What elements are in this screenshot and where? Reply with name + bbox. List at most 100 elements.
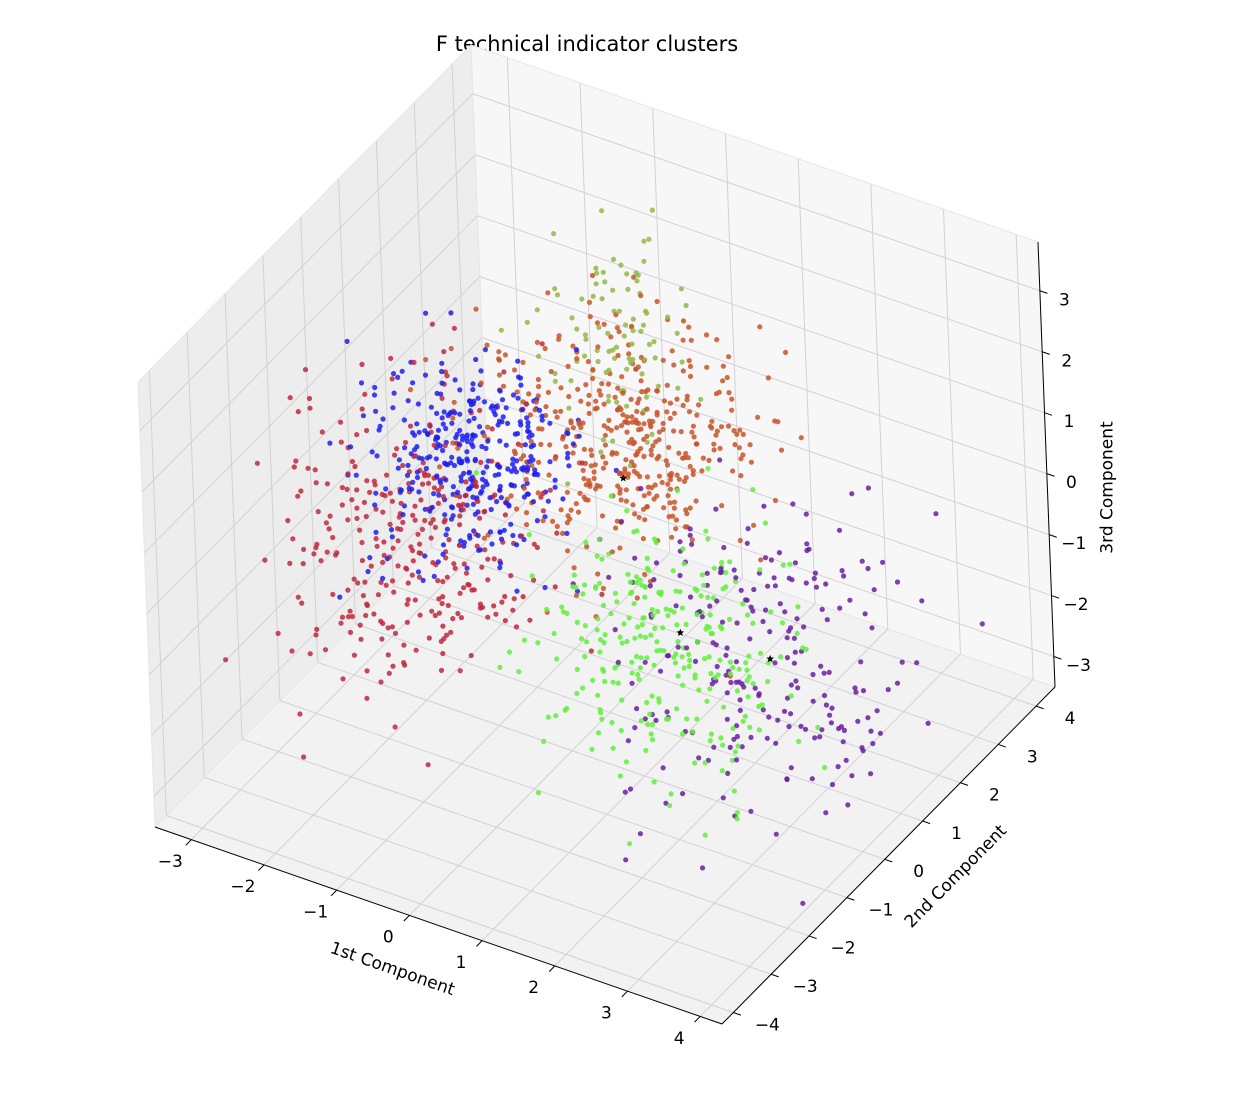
data-point-cluster-0 xyxy=(394,446,400,452)
data-point-cluster-1 xyxy=(374,453,380,459)
data-point-cluster-5 xyxy=(845,802,851,808)
data-point-cluster-5 xyxy=(717,569,724,576)
data-point-cluster-4 xyxy=(702,760,708,766)
data-point-cluster-0 xyxy=(477,605,483,611)
data-point-cluster-0 xyxy=(491,556,497,562)
data-point-cluster-4 xyxy=(590,677,596,683)
z-tick-mark xyxy=(1044,412,1053,416)
data-point-cluster-4 xyxy=(609,719,615,726)
data-point-cluster-5 xyxy=(634,706,640,712)
data-point-cluster-2 xyxy=(618,497,624,503)
data-point-cluster-1 xyxy=(495,422,501,428)
data-point-cluster-0 xyxy=(379,636,385,642)
z-tick-label: 3 xyxy=(1059,290,1070,310)
data-point-cluster-1 xyxy=(443,425,449,432)
data-point-cluster-2 xyxy=(671,499,678,505)
data-point-cluster-2 xyxy=(585,497,591,503)
data-point-cluster-5 xyxy=(894,680,901,686)
data-point-cluster-5 xyxy=(828,720,835,726)
z-grid-line-left xyxy=(141,154,476,493)
data-point-cluster-5 xyxy=(803,511,809,517)
data-point-cluster-0 xyxy=(339,484,345,491)
data-point-cluster-0 xyxy=(479,564,485,570)
data-point-cluster-2 xyxy=(570,450,576,456)
data-point-cluster-5 xyxy=(862,611,868,617)
data-point-cluster-1 xyxy=(353,472,359,478)
z-grid-line-back xyxy=(477,215,1045,414)
data-point-cluster-2 xyxy=(512,451,518,457)
data-point-cluster-0 xyxy=(415,531,421,537)
data-point-cluster-2 xyxy=(665,493,671,499)
data-point-cluster-0 xyxy=(364,601,370,607)
data-point-cluster-0 xyxy=(313,545,319,551)
data-point-cluster-2 xyxy=(514,506,520,512)
data-point-cluster-0 xyxy=(299,600,305,606)
data-point-cluster-2 xyxy=(565,548,571,554)
data-point-cluster-4 xyxy=(649,607,655,613)
data-point-cluster-3 xyxy=(640,322,647,328)
data-point-cluster-1 xyxy=(467,408,473,414)
data-point-cluster-2 xyxy=(554,523,560,530)
data-point-cluster-1 xyxy=(514,542,520,548)
data-point-cluster-3 xyxy=(599,296,605,302)
data-point-cluster-4 xyxy=(765,660,772,666)
data-point-cluster-1 xyxy=(358,380,365,386)
data-point-cluster-4 xyxy=(663,606,669,612)
data-point-cluster-0 xyxy=(298,488,304,494)
data-point-cluster-0 xyxy=(431,485,437,491)
data-point-cluster-0 xyxy=(428,535,434,541)
data-point-cluster-0 xyxy=(386,670,392,676)
data-point-cluster-5 xyxy=(811,575,817,582)
data-point-cluster-3 xyxy=(596,324,602,330)
data-point-cluster-5 xyxy=(664,709,670,715)
data-point-cluster-2 xyxy=(634,451,640,457)
y-grid-line-floor xyxy=(166,815,734,1013)
data-point-cluster-5 xyxy=(734,723,740,729)
data-point-cluster-1 xyxy=(344,338,350,344)
data-point-cluster-0 xyxy=(457,522,463,528)
data-point-cluster-4 xyxy=(680,546,686,552)
data-point-cluster-2 xyxy=(450,440,456,446)
data-point-cluster-2 xyxy=(634,595,640,601)
data-point-cluster-5 xyxy=(748,734,754,741)
data-point-cluster-1 xyxy=(511,483,517,489)
data-point-cluster-0 xyxy=(357,622,363,628)
data-point-cluster-3 xyxy=(568,378,574,384)
data-point-cluster-2 xyxy=(589,452,595,458)
data-point-cluster-1 xyxy=(514,588,520,594)
data-point-cluster-2 xyxy=(451,399,457,405)
data-point-cluster-4 xyxy=(757,567,763,573)
data-point-cluster-2 xyxy=(448,345,454,352)
data-point-cluster-1 xyxy=(395,465,401,471)
x-tick-label: 0 xyxy=(383,928,394,948)
data-point-cluster-1 xyxy=(365,568,371,575)
data-point-cluster-4 xyxy=(705,465,711,472)
data-point-cluster-2 xyxy=(568,420,574,426)
data-point-cluster-1 xyxy=(423,465,429,472)
data-point-cluster-0 xyxy=(513,624,520,630)
data-point-cluster-4 xyxy=(658,589,664,595)
data-point-cluster-2 xyxy=(720,378,726,384)
data-point-cluster-5 xyxy=(841,573,847,579)
data-point-cluster-0 xyxy=(425,480,432,486)
data-point-cluster-5 xyxy=(627,786,634,792)
data-point-cluster-2 xyxy=(644,406,650,412)
data-point-cluster-3 xyxy=(630,316,637,322)
data-point-cluster-1 xyxy=(573,347,580,353)
data-point-cluster-2 xyxy=(586,410,592,416)
data-point-cluster-1 xyxy=(542,514,548,520)
data-point-cluster-2 xyxy=(527,412,534,418)
data-point-cluster-5 xyxy=(711,744,717,750)
data-point-cluster-3 xyxy=(641,258,647,264)
data-point-cluster-1 xyxy=(414,474,421,481)
data-point-cluster-3 xyxy=(552,286,558,292)
data-point-cluster-0 xyxy=(502,593,508,600)
data-point-cluster-0 xyxy=(395,563,401,569)
data-point-cluster-0 xyxy=(313,480,319,486)
data-point-cluster-2 xyxy=(683,450,689,457)
y-grid-line-left xyxy=(300,217,319,663)
data-point-cluster-5 xyxy=(736,679,742,685)
data-point-cluster-3 xyxy=(639,371,645,377)
data-point-cluster-4 xyxy=(735,743,741,749)
data-point-cluster-0 xyxy=(461,585,467,591)
